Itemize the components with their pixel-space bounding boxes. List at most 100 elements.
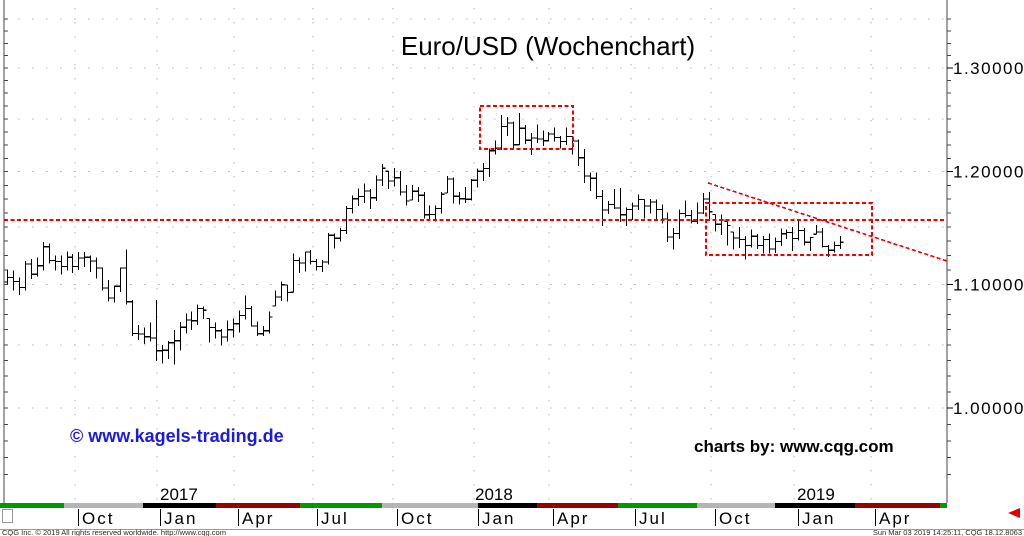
- timeline-segment[interactable]: [940, 503, 947, 508]
- price-bar: [766, 233, 773, 254]
- price-bar: [391, 167, 398, 187]
- price-bar: [188, 311, 195, 331]
- price-bar: [623, 207, 630, 226]
- timeline-segment[interactable]: [382, 503, 478, 508]
- price-bar: [52, 255, 59, 271]
- price-bar: [135, 325, 142, 340]
- price-bar: [58, 255, 65, 275]
- price-bar: [242, 295, 249, 320]
- price-bar: [807, 237, 814, 251]
- price-bar: [81, 251, 88, 267]
- price-bar: [367, 189, 374, 209]
- price-bar: [593, 172, 600, 200]
- x-tick: [798, 509, 799, 526]
- price-bar: [653, 199, 660, 221]
- price-bar: [712, 213, 719, 232]
- x-tick: [715, 509, 716, 526]
- price-bar: [319, 259, 326, 273]
- price-bar: [153, 299, 160, 361]
- timeline-corner-box: [2, 509, 13, 523]
- price-bar: [557, 136, 564, 149]
- price-bar: [581, 149, 588, 184]
- year-label: 2017: [160, 485, 198, 504]
- x-tick: [635, 509, 636, 526]
- price-bar: [337, 228, 344, 242]
- x-tick-label: Oct: [401, 509, 434, 528]
- price-bar: [837, 235, 844, 250]
- price-bar: [641, 198, 648, 219]
- price-bar: [99, 267, 106, 291]
- price-bar: [778, 228, 785, 247]
- status-copyright: CQG Inc. © 2019 All rights reserved worl…: [2, 528, 226, 536]
- timeline-segment[interactable]: [300, 503, 382, 508]
- x-tick-label: Apr: [557, 509, 590, 528]
- price-bar: [236, 310, 243, 333]
- price-bar: [307, 250, 314, 265]
- price-bar: [670, 228, 677, 250]
- price-bar: [664, 212, 671, 243]
- price-bar: [325, 233, 332, 265]
- price-bar: [474, 168, 481, 188]
- x-tick-label: Jan: [164, 509, 198, 528]
- price-bar: [789, 226, 796, 251]
- timeline-segment[interactable]: [478, 503, 537, 508]
- timeline-segment[interactable]: [855, 503, 940, 508]
- x-tick: [317, 509, 318, 526]
- x-axis-month-row: Oct Jan Apr Jul Oct Jan Apr Jul Oct Jan Apr: [0, 508, 1024, 530]
- price-bar: [147, 322, 154, 342]
- price-bar: [373, 175, 380, 202]
- price-bar: [510, 121, 517, 150]
- price-bar: [498, 115, 505, 150]
- timeline-segment[interactable]: [143, 503, 216, 508]
- price-bar: [783, 229, 790, 239]
- x-tick-label: Oct: [719, 509, 752, 528]
- price-bar: [563, 127, 570, 146]
- scroll-left-arrow-icon[interactable]: [1008, 508, 1020, 518]
- price-bar: [736, 226, 743, 248]
- price-bar: [111, 285, 118, 303]
- timeline-segment[interactable]: [216, 503, 300, 508]
- price-bar: [313, 258, 320, 271]
- year-label: 2018: [475, 485, 513, 504]
- price-bar: [141, 327, 148, 345]
- top-consolidation-box: [479, 105, 574, 150]
- price-bar: [248, 305, 255, 327]
- price-bar: [819, 228, 826, 248]
- price-bar: [426, 205, 433, 221]
- price-bar: [123, 249, 130, 305]
- price-bar: [284, 284, 291, 302]
- price-bar: [772, 237, 779, 254]
- price-bar: [385, 170, 392, 190]
- price-bar: [551, 127, 558, 142]
- range-consolidation-box: [705, 202, 873, 256]
- x-tick: [553, 509, 554, 526]
- timeline-segment[interactable]: [537, 503, 618, 508]
- price-bar: [415, 186, 422, 202]
- price-bar: [486, 148, 493, 178]
- price-bar: [397, 171, 404, 196]
- price-bar: [93, 257, 100, 279]
- timeline-segment[interactable]: [697, 503, 775, 508]
- price-bar: [200, 306, 207, 320]
- price-bar: [87, 255, 94, 273]
- timeline-scrollbar[interactable]: [0, 503, 947, 508]
- price-bar: [534, 124, 541, 143]
- price-bar: [647, 199, 654, 214]
- timeline-segment[interactable]: [0, 503, 64, 508]
- price-bar: [230, 318, 237, 338]
- price-bar: [528, 132, 535, 156]
- price-bar: [480, 163, 487, 181]
- price-bar: [438, 191, 445, 214]
- price-bar: [117, 267, 124, 293]
- timeline-segment[interactable]: [775, 503, 855, 508]
- x-tick: [78, 509, 79, 526]
- price-bar: [212, 322, 219, 339]
- price-bar: [224, 320, 231, 342]
- price-bar: [831, 241, 838, 253]
- timeline-segment[interactable]: [618, 503, 697, 508]
- price-bar: [290, 253, 297, 293]
- timeline-segment[interactable]: [64, 503, 143, 508]
- price-bar: [177, 322, 184, 351]
- price-bar: [587, 172, 594, 191]
- x-tick-label: Jul: [639, 509, 667, 528]
